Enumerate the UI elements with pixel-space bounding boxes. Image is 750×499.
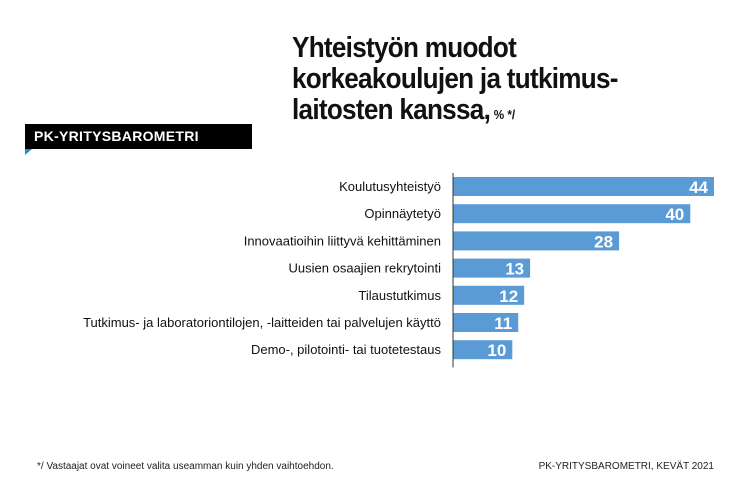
bar bbox=[453, 231, 620, 251]
title-unit: % */ bbox=[493, 107, 516, 122]
category-label: Opinnäytetyö bbox=[364, 206, 441, 221]
bar bbox=[453, 313, 519, 332]
value-label: 40 bbox=[665, 205, 684, 224]
value-label: 28 bbox=[594, 232, 613, 251]
category-label: Demo-, pilotointi- tai tuotetestaus bbox=[251, 342, 442, 357]
title-line: korkeakoulujen ja tutkimus- bbox=[292, 63, 618, 95]
category-label: Tutkimus- ja laboratoriontilojen, -laitt… bbox=[83, 315, 441, 330]
footnote: */ Vastaajat ovat voineet valita useamma… bbox=[37, 461, 334, 472]
value-label: 13 bbox=[505, 260, 524, 279]
bar bbox=[453, 204, 691, 224]
title-line: Yhteistyön muodot bbox=[292, 32, 517, 64]
bar bbox=[453, 258, 531, 278]
source-note: PK-YRITYSBAROMETRI, KEVÄT 2021 bbox=[538, 461, 714, 472]
value-label: 44 bbox=[689, 178, 708, 197]
category-label: Koulutusyhteistyö bbox=[339, 179, 441, 194]
bar bbox=[453, 177, 714, 196]
bar bbox=[453, 340, 513, 360]
brand-banner: PK-YRITYSBAROMETRI bbox=[25, 124, 252, 149]
title-line: laitosten kanssa, bbox=[292, 94, 491, 126]
bar bbox=[453, 285, 525, 305]
value-label: 10 bbox=[487, 341, 506, 360]
value-label: 11 bbox=[494, 314, 512, 333]
value-label: 12 bbox=[499, 287, 518, 306]
category-label: Innovaatioihin liittyvä kehittäminen bbox=[244, 233, 441, 248]
category-label: Uusien osaajien rekrytointi bbox=[289, 261, 442, 276]
category-label: Tilaustutkimus bbox=[358, 288, 441, 303]
chart-title: Yhteistyön muodot korkeakoulujen ja tutk… bbox=[292, 33, 618, 130]
